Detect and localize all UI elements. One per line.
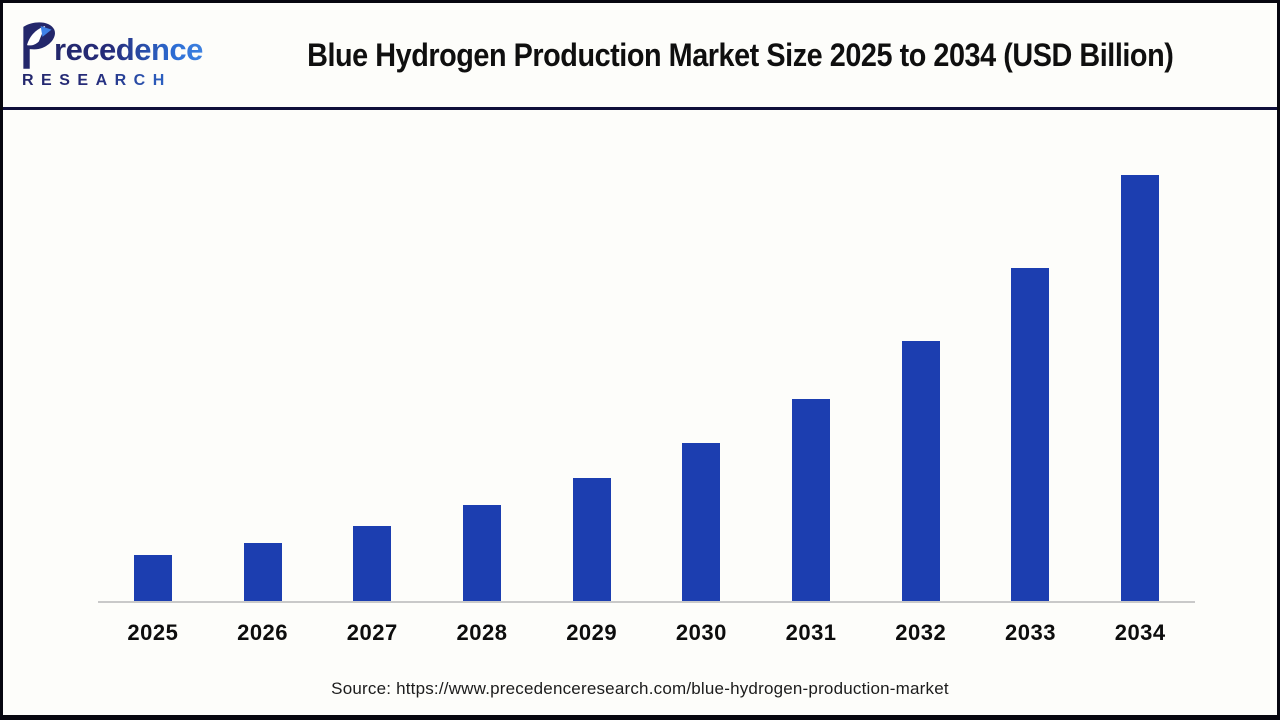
x-tick-label-2025: 2025 [127,620,179,645]
chart-title: Blue Hydrogen Production Market Size 202… [307,36,1174,73]
precedence-research-logo: recedence RESEARCH [17,21,222,90]
x-tick-label-2030: 2030 [675,620,727,645]
bar-slot [98,555,208,601]
bar-2032 [901,341,940,601]
x-tick-label-2029: 2029 [566,620,618,645]
x-tick-label-2032: 2032 [895,620,947,645]
bar-2027 [353,526,392,601]
bar-2028 [462,505,501,601]
logo-wordmark: recedence [17,21,222,71]
bar-slot [208,543,318,601]
bar-slot [647,443,757,601]
bar-slot [537,478,647,601]
x-tick-label-2034: 2034 [1114,620,1166,645]
bar-2034 [1121,175,1160,601]
bar-slot [427,505,537,601]
bar-2033 [1011,268,1050,601]
bar-2030 [682,443,721,601]
bar-slot [976,268,1086,601]
x-tick-label-2033: 2033 [1005,620,1056,645]
x-tick-label-2031: 2031 [785,620,837,645]
source-attribution: Source: https://www.precedenceresearch.c… [331,679,949,698]
bar-2031 [792,399,831,601]
chart-area: 2025 2026 2027 2028 2029 2030 2031 2032 2033 2034… [3,110,1277,715]
bar-2025 [133,555,172,601]
bar-2026 [243,543,282,601]
x-tick-label-2028: 2028 [456,620,508,645]
bar-slot [317,526,427,601]
x-tick-label-2026: 2026 [237,620,289,645]
x-axis-labels: 2025 2026 2027 2028 2029 2030 2031 2032 2033 2034 [98,620,1195,646]
header-separator-line [3,107,1277,110]
logo-mark-p-leaf-icon [23,21,55,69]
bar-2029 [572,478,611,601]
x-tick-label-2027: 2027 [346,620,398,645]
header: recedence RESEARCH Blue Hydrogen Product… [3,3,1277,107]
bar-slot [1085,175,1195,601]
bar-slot [756,399,866,601]
title-zone: Blue Hydrogen Production Market Size 202… [222,37,1277,74]
logo-brand-text: recedence [54,31,203,67]
logo-research-text: RESEARCH [17,72,222,90]
plot-area [98,110,1195,603]
bar-slot [866,341,976,601]
